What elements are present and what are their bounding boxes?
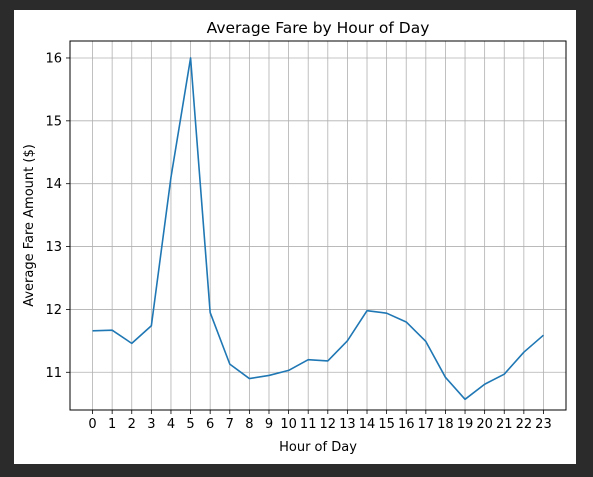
x-tick-label: 5 xyxy=(186,417,194,432)
x-tick-label: 20 xyxy=(476,417,493,432)
x-tick-label: 19 xyxy=(457,417,474,432)
x-axis-label: Hour of Day xyxy=(279,440,357,455)
x-tick-label: 17 xyxy=(418,417,435,432)
axis-ticks: 0 1 2 3 4 5 6 7 8 9 10 11 12 13 14 15 16 17 18 19 20 21 22 2311… xyxy=(45,51,551,432)
x-tick-label: 1 xyxy=(108,417,116,432)
x-tick-label: 13 xyxy=(339,417,356,432)
x-tick-label: 4 xyxy=(167,417,175,432)
y-tick-label: 11 xyxy=(45,366,62,381)
chart-figure: 0 1 2 3 4 5 6 7 8 9 10 11 12 13 14 15 16 17 18 19 20 21 22 23 11… xyxy=(14,10,576,464)
x-tick-label: 15 xyxy=(378,417,395,432)
y-tick-label: 14 xyxy=(45,177,62,192)
x-tick-label: 0 xyxy=(88,417,96,432)
x-tick-label: 23 xyxy=(535,417,552,432)
x-tick-label: 10 xyxy=(280,417,297,432)
x-tick-label: 3 xyxy=(147,417,155,432)
x-tick-label: 14 xyxy=(359,417,376,432)
x-tick-label: 7 xyxy=(226,417,234,432)
x-tick-label: 6 xyxy=(206,417,214,432)
x-tick-label: 2 xyxy=(128,417,136,432)
series-line xyxy=(92,57,544,401)
x-tick-label: 9 xyxy=(265,417,273,432)
x-tick-label: 11 xyxy=(300,417,317,432)
y-tick-label: 12 xyxy=(45,303,62,318)
x-tick-label: 21 xyxy=(496,417,513,432)
x-tick-label: 12 xyxy=(320,417,337,432)
line-chart: 0 1 2 3 4 5 6 7 8 9 10 11 12 13 14 15 16 17 18 19 20 21 22 2311… xyxy=(22,19,567,455)
x-tick-label: 8 xyxy=(245,417,253,432)
chart-title: Average Fare by Hour of Day xyxy=(207,19,430,37)
x-tick-label: 16 xyxy=(398,417,415,432)
y-tick-label: 13 xyxy=(45,240,62,255)
plot-frame xyxy=(69,40,567,411)
y-tick-label: 16 xyxy=(45,51,62,66)
x-tick-label: 22 xyxy=(516,417,533,432)
y-axis-label: Average Fare Amount ($) xyxy=(22,144,37,307)
plot-area xyxy=(92,57,544,401)
grid-lines xyxy=(70,41,566,410)
y-tick-label: 15 xyxy=(45,114,62,129)
x-tick-label: 18 xyxy=(437,417,454,432)
